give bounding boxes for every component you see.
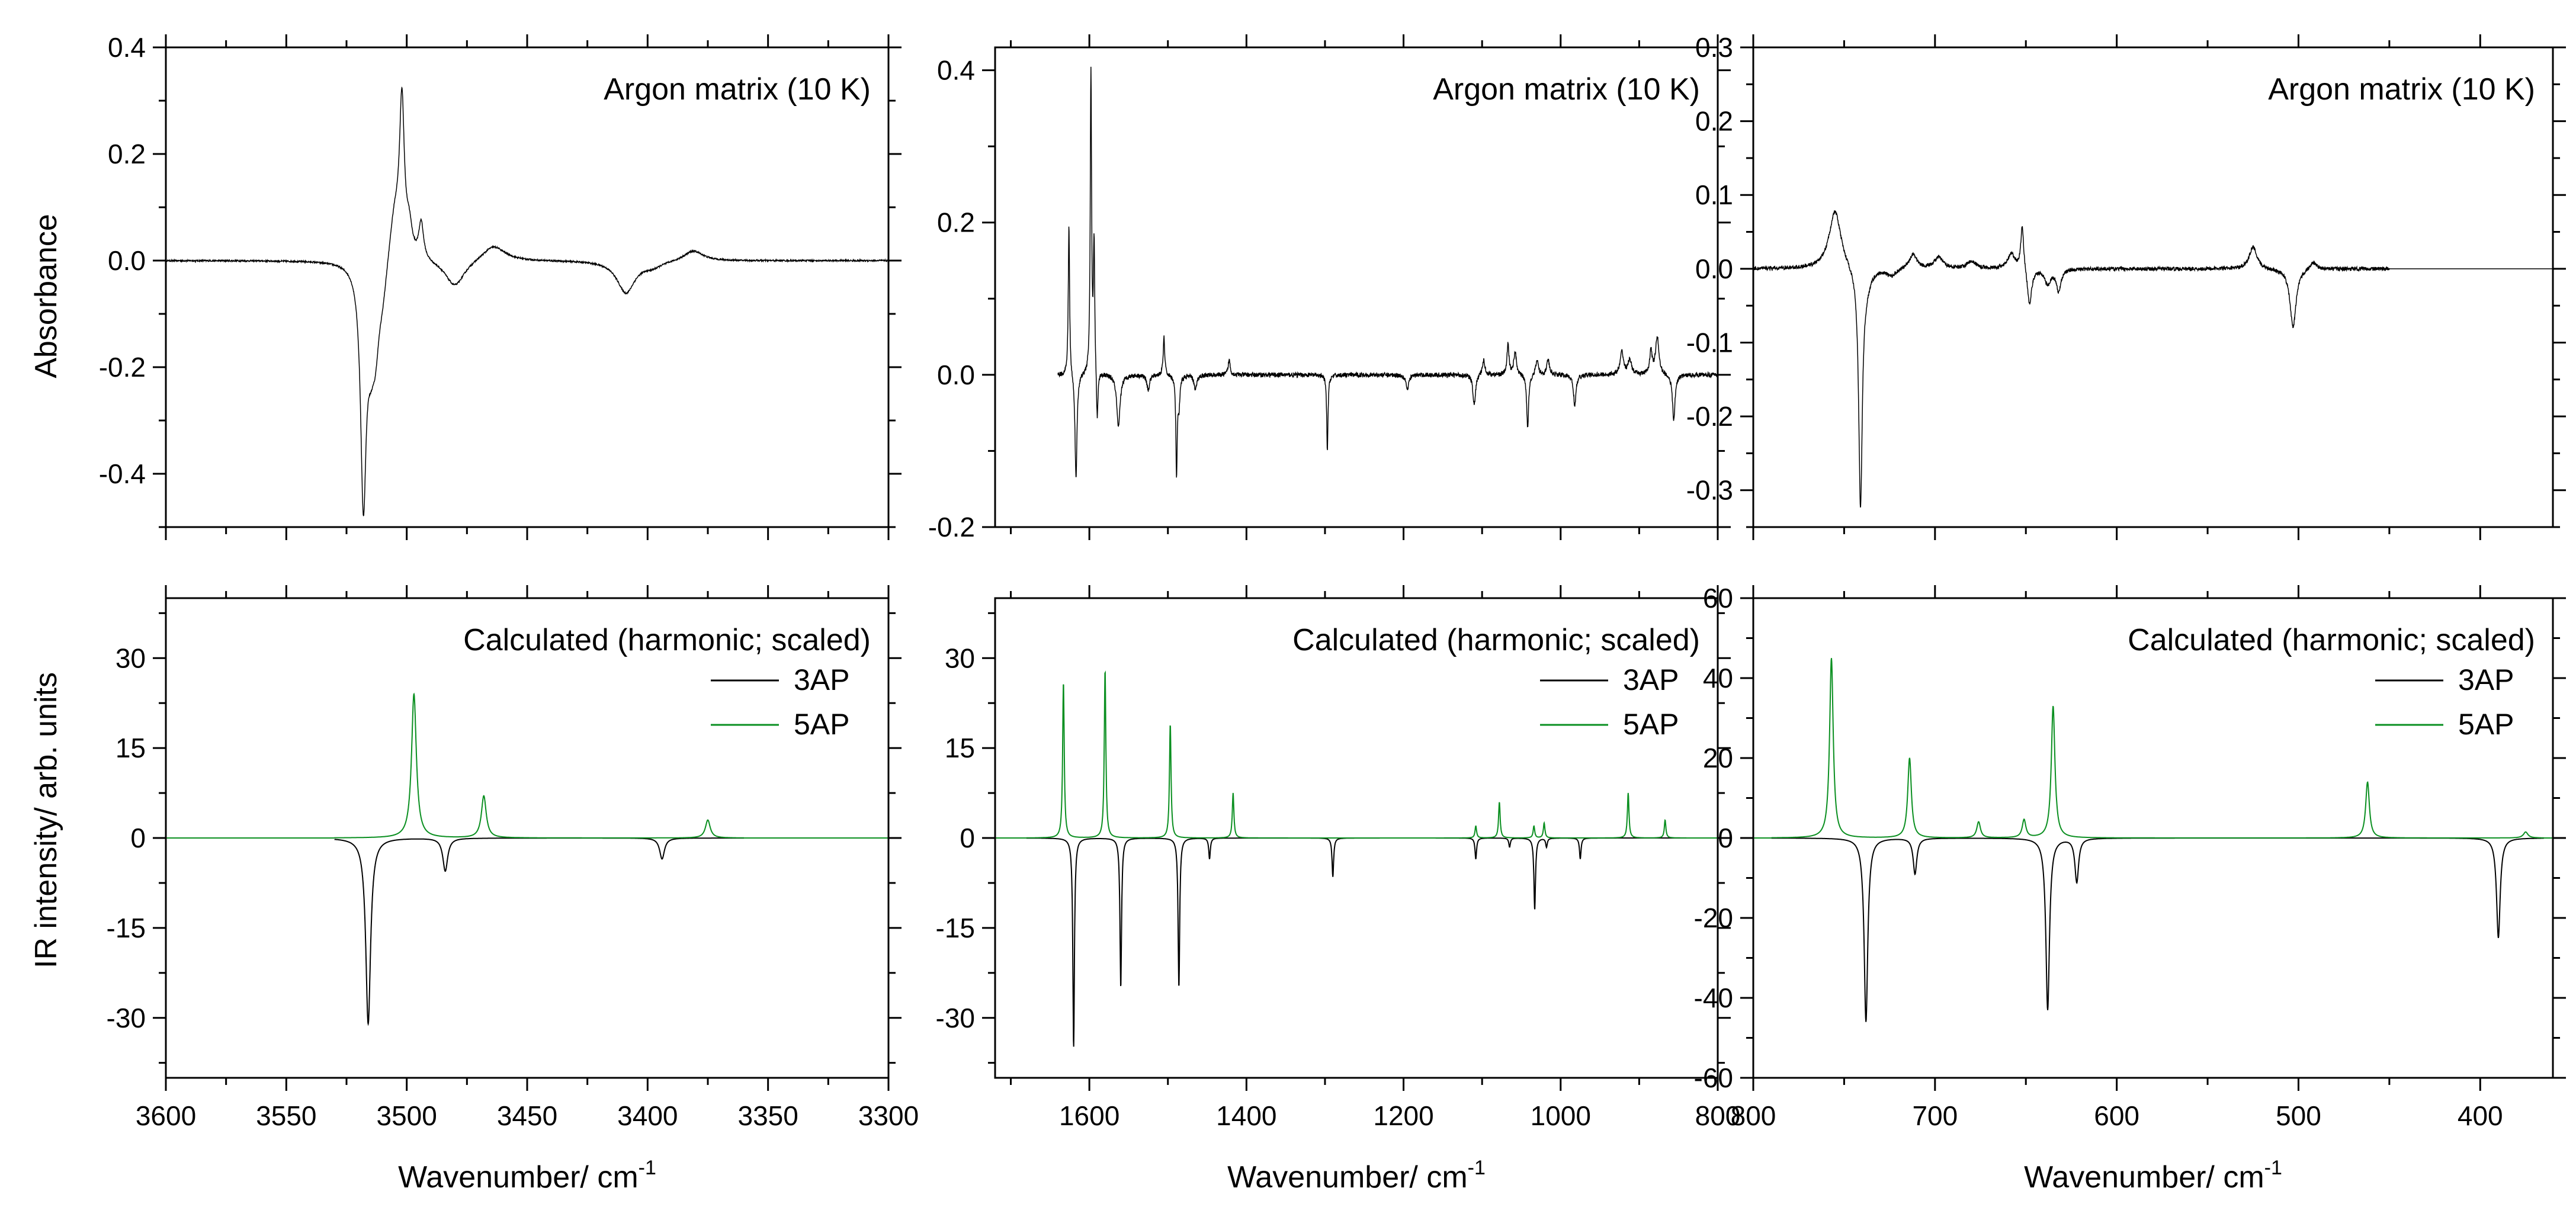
x-tick-label: 1000: [1531, 1100, 1591, 1131]
y-tick-label: 60: [1703, 583, 1733, 614]
y-tick-label: -30: [936, 1003, 975, 1033]
y-tick-label: 0: [1718, 823, 1733, 853]
x-tick-label: 600: [2094, 1100, 2139, 1131]
x-tick-label: 3300: [858, 1100, 919, 1131]
legend-label-3ap: 3AP: [1623, 663, 1679, 696]
y-tick-label: 40: [1703, 663, 1733, 693]
x-tick-label: 1200: [1373, 1100, 1433, 1131]
legend-label-5ap: 5AP: [1623, 708, 1679, 741]
legend-label-5ap: 5AP: [794, 708, 850, 741]
traces-bottom-middle: [995, 670, 1718, 1047]
y-tick-label: -40: [1694, 982, 1733, 1013]
y-tick-label: 0.4: [108, 32, 146, 63]
panel-bottom-middle: 1600 1400 1200 1000 800 30 15 0 -15 -30 Wavenumber…: [936, 585, 1741, 1194]
y-tick-label: -0.2: [928, 512, 975, 542]
y-tick-label: 0.4: [937, 55, 975, 86]
panel-top-middle: 0.4 0.2 0.0 -0.2 Argon matrix (10 K): [928, 34, 1731, 542]
x-tick-label: 800: [1731, 1100, 1776, 1131]
x-axis-title-superscript: -1: [639, 1157, 656, 1179]
x-tick-label: 3350: [737, 1100, 798, 1131]
y-tick-label: 30: [116, 643, 146, 673]
y-tick-label: 0.0: [937, 359, 975, 390]
panel-bottom-left: 3600 3550 3500 3450 3400 3350 3300 30 15 0 -15 -30 I…: [29, 585, 919, 1194]
y-tick-label: -0.2: [1686, 401, 1733, 432]
x-tick-label: 1400: [1216, 1100, 1276, 1131]
y-tick-label: -30: [107, 1003, 146, 1033]
y-tick-label: 0.1: [1695, 179, 1733, 210]
y-tick-label: -20: [1694, 903, 1733, 933]
x-tick-label: 400: [2458, 1100, 2503, 1131]
panel-bottom-right: 800 700 600 500 400 60 40 20 0 -20 -40 -60 Wavenumbe…: [1694, 583, 2566, 1194]
y-tick-label: 0.0: [1695, 253, 1733, 284]
y-tick-label: -0.3: [1686, 475, 1733, 506]
x-tick-label: 3400: [617, 1100, 678, 1131]
y-tick-label: -0.4: [99, 458, 146, 489]
y-tick-label: 15: [116, 733, 146, 763]
plot-frame: [1752, 46, 2554, 528]
x-axis-title: Wavenumber/ cm-1: [398, 1157, 656, 1194]
x-tick-label: 500: [2276, 1100, 2321, 1131]
y-tick-label: -60: [1694, 1062, 1733, 1093]
y-tick-label: 20: [1703, 743, 1733, 773]
x-tick-label: 3550: [256, 1100, 316, 1131]
y-tick-label: 15: [945, 733, 975, 763]
traces-top-left: [166, 86, 888, 516]
series-5ap-line: [334, 692, 744, 839]
x-tick-label: 700: [1912, 1100, 1958, 1131]
legend-label-3ap: 3AP: [2458, 663, 2514, 696]
y-tick-label: 0.2: [1695, 106, 1733, 137]
x-tick-label: 800: [1695, 1100, 1741, 1131]
panel-annotation: Argon matrix (10 K): [2268, 72, 2535, 107]
y-tick-label: 0: [960, 823, 975, 853]
y-tick-label: -0.1: [1686, 327, 1733, 358]
traces-bottom-left: [166, 692, 888, 1026]
x-axis-title-text: Wavenumber/ cm: [398, 1160, 639, 1194]
panel-annotation: Calculated (harmonic; scaled): [2128, 623, 2535, 657]
series-5ap-line: [1026, 670, 1686, 839]
traces-top-middle: [1057, 66, 1718, 478]
series-argon-matrix-line: [1753, 210, 2390, 508]
x-axis-title: Wavenumber/ cm-1: [2024, 1157, 2282, 1194]
y-tick-label: -15: [936, 913, 975, 943]
series-argon-matrix-line: [1057, 66, 1718, 478]
x-tick-label: 3500: [376, 1100, 437, 1131]
panel-annotation: Argon matrix (10 K): [1433, 72, 1700, 107]
series-3ap-line: [1026, 837, 1686, 1047]
traces-bottom-right: [1753, 658, 2553, 1022]
traces-top-right: [1753, 210, 2553, 508]
x-axis-title: Wavenumber/ cm-1: [1227, 1157, 1486, 1194]
y-tick-label: 0.2: [108, 139, 146, 169]
x-axis-title-text: Wavenumber/ cm: [1227, 1160, 1468, 1194]
series-argon-matrix-line: [166, 86, 888, 516]
y-tick-label: 30: [945, 643, 975, 673]
legend-label-3ap: 3AP: [794, 663, 850, 696]
panel-top-left: 0.4 0.2 0.0 -0.2 -0.4 Absorbance Argon matrix …: [29, 32, 902, 540]
x-tick-label: 3450: [497, 1100, 557, 1131]
x-axis-title-superscript: -1: [1468, 1157, 1486, 1179]
y-axis-title: Absorbance: [29, 214, 63, 378]
series-5ap-line: [1771, 658, 2544, 839]
panel-annotation: Calculated (harmonic; scaled): [463, 623, 871, 657]
y-tick-label: -15: [107, 913, 146, 943]
panel-top-right: 0.3 0.2 0.1 0.0 -0.1 -0.2 -0.3 Argon matrix (10…: [1686, 32, 2566, 540]
legend-label-5ap: 5AP: [2458, 708, 2514, 741]
x-tick-label: 3600: [136, 1100, 196, 1131]
x-tick-label: 1600: [1059, 1100, 1119, 1131]
y-axis-title: IR intensity/ arb. units: [29, 672, 63, 968]
y-tick-label: 0.2: [937, 207, 975, 238]
x-axis-title-text: Wavenumber/ cm: [2024, 1160, 2264, 1194]
plot-frame: [994, 46, 1719, 528]
plot-frame: [165, 46, 890, 528]
x-axis-title-superscript: -1: [2264, 1157, 2282, 1179]
series-3ap-line: [334, 837, 744, 1026]
panel-annotation: Argon matrix (10 K): [604, 72, 871, 107]
y-tick-label: -0.2: [99, 352, 146, 383]
panel-annotation: Calculated (harmonic; scaled): [1292, 623, 1700, 657]
series-3ap-line: [1771, 837, 2544, 1022]
y-tick-label: 0.3: [1695, 32, 1733, 63]
y-tick-label: 0.0: [108, 245, 146, 276]
y-tick-label: 0: [130, 823, 146, 853]
